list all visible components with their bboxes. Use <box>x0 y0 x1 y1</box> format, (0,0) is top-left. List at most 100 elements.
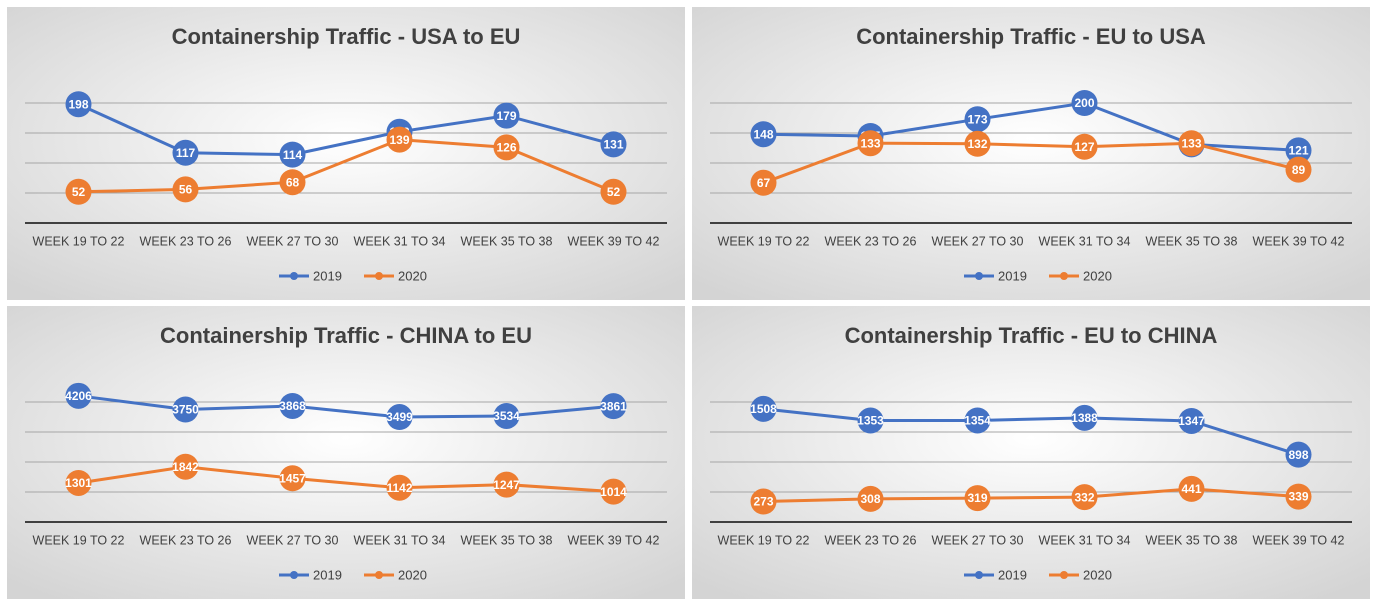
marker <box>493 471 520 498</box>
chart-panel: Containership Traffic - CHINA to EU WEEK … <box>7 306 685 599</box>
data-label: 132 <box>967 137 987 151</box>
x-tick-label: WEEK 27 TO 30 <box>932 533 1024 547</box>
legend-marker <box>290 571 298 579</box>
legend-label: 2019 <box>313 268 342 283</box>
data-label: 179 <box>496 109 516 123</box>
marker <box>1071 133 1098 160</box>
marker <box>1178 407 1205 434</box>
marker <box>1071 404 1098 431</box>
background <box>692 306 1370 599</box>
data-label: 117 <box>176 146 196 160</box>
legend-marker <box>975 272 983 280</box>
data-label: 1353 <box>857 414 884 428</box>
legend-label: 2020 <box>1083 268 1112 283</box>
marker <box>1071 90 1098 116</box>
data-label: 3499 <box>386 410 413 424</box>
data-label: 52 <box>72 185 86 199</box>
data-label: 126 <box>496 141 516 155</box>
marker <box>279 169 306 196</box>
data-label: 198 <box>68 97 88 111</box>
chart-panel: Containership Traffic - EU to CHINA WEEK … <box>692 306 1370 599</box>
data-label: 273 <box>753 495 773 509</box>
x-tick-label: WEEK 35 TO 38 <box>1146 533 1238 547</box>
data-label: 133 <box>1181 136 1201 150</box>
data-label: 4206 <box>65 389 92 403</box>
marker <box>172 176 199 203</box>
marker <box>964 106 991 133</box>
data-label: 1347 <box>1178 414 1205 428</box>
data-label: 67 <box>757 176 771 190</box>
marker <box>600 478 627 505</box>
marker <box>493 134 520 161</box>
marker <box>600 178 627 205</box>
marker <box>964 407 991 434</box>
marker <box>65 91 92 118</box>
data-label: 3861 <box>600 399 627 413</box>
legend-label: 2019 <box>998 268 1027 283</box>
data-label: 3868 <box>279 399 306 413</box>
marker <box>600 131 627 158</box>
data-label: 133 <box>860 136 880 150</box>
data-label: 441 <box>1181 482 1201 496</box>
line-series <box>78 138 615 194</box>
data-label: 1508 <box>750 402 777 416</box>
line-series <box>763 487 1299 504</box>
x-tick-label: WEEK 23 TO 26 <box>140 533 232 547</box>
chart-title: Containership Traffic - EU to USA <box>856 24 1206 49</box>
data-label: 332 <box>1074 490 1094 504</box>
x-tick-label: WEEK 19 TO 22 <box>718 533 810 547</box>
marker <box>750 488 777 515</box>
data-label: 114 <box>283 148 303 162</box>
marker <box>857 407 884 434</box>
line-series <box>762 141 1299 185</box>
legend-marker <box>375 571 383 579</box>
data-label: 1354 <box>964 414 991 428</box>
marker <box>279 141 306 168</box>
line-series <box>78 465 614 494</box>
data-label: 339 <box>1288 490 1308 504</box>
x-tick-label: WEEK 39 TO 42 <box>1253 533 1345 547</box>
data-label: 3534 <box>493 409 520 423</box>
data-label: 56 <box>179 183 193 197</box>
marker <box>493 402 520 429</box>
marker <box>279 465 306 492</box>
x-tick-label: WEEK 19 TO 22 <box>33 234 125 248</box>
marker <box>1071 484 1098 511</box>
data-label: 3750 <box>172 403 199 417</box>
marker <box>600 393 627 420</box>
marker <box>65 469 92 496</box>
data-label: 52 <box>607 185 621 199</box>
chart-panel: Containership Traffic - USA to EU WEEK 19… <box>7 7 685 300</box>
data-label: 1247 <box>493 478 520 492</box>
data-label: 121 <box>1288 144 1308 158</box>
background <box>7 306 685 599</box>
x-tick-label: WEEK 31 TO 34 <box>354 234 446 248</box>
legend-marker <box>290 272 298 280</box>
data-label: 1142 <box>386 481 412 495</box>
legend-marker <box>1060 571 1068 579</box>
marker <box>172 453 199 480</box>
data-label: 127 <box>1074 140 1094 154</box>
marker <box>750 395 777 422</box>
x-tick-label: WEEK 35 TO 38 <box>461 234 553 248</box>
x-tick-label: WEEK 19 TO 22 <box>718 234 810 248</box>
chart-panel: Containership Traffic - EU to USA WEEK 19… <box>692 7 1370 300</box>
legend-marker <box>375 272 383 280</box>
x-tick-label: WEEK 19 TO 22 <box>33 533 125 547</box>
marker <box>750 169 777 196</box>
marker <box>964 130 991 157</box>
marker <box>493 102 520 129</box>
marker <box>172 139 199 166</box>
data-label: 1014 <box>600 485 627 499</box>
x-tick-label: WEEK 39 TO 42 <box>568 234 660 248</box>
legend-label: 2020 <box>1083 567 1112 582</box>
marker <box>65 178 92 205</box>
x-tick-label: WEEK 31 TO 34 <box>1039 533 1131 547</box>
background <box>7 7 685 300</box>
marker <box>1178 475 1205 502</box>
legend-marker <box>1060 272 1068 280</box>
line-series <box>763 407 1299 457</box>
marker <box>964 485 991 512</box>
marker <box>279 392 306 419</box>
data-label: 68 <box>286 175 300 189</box>
